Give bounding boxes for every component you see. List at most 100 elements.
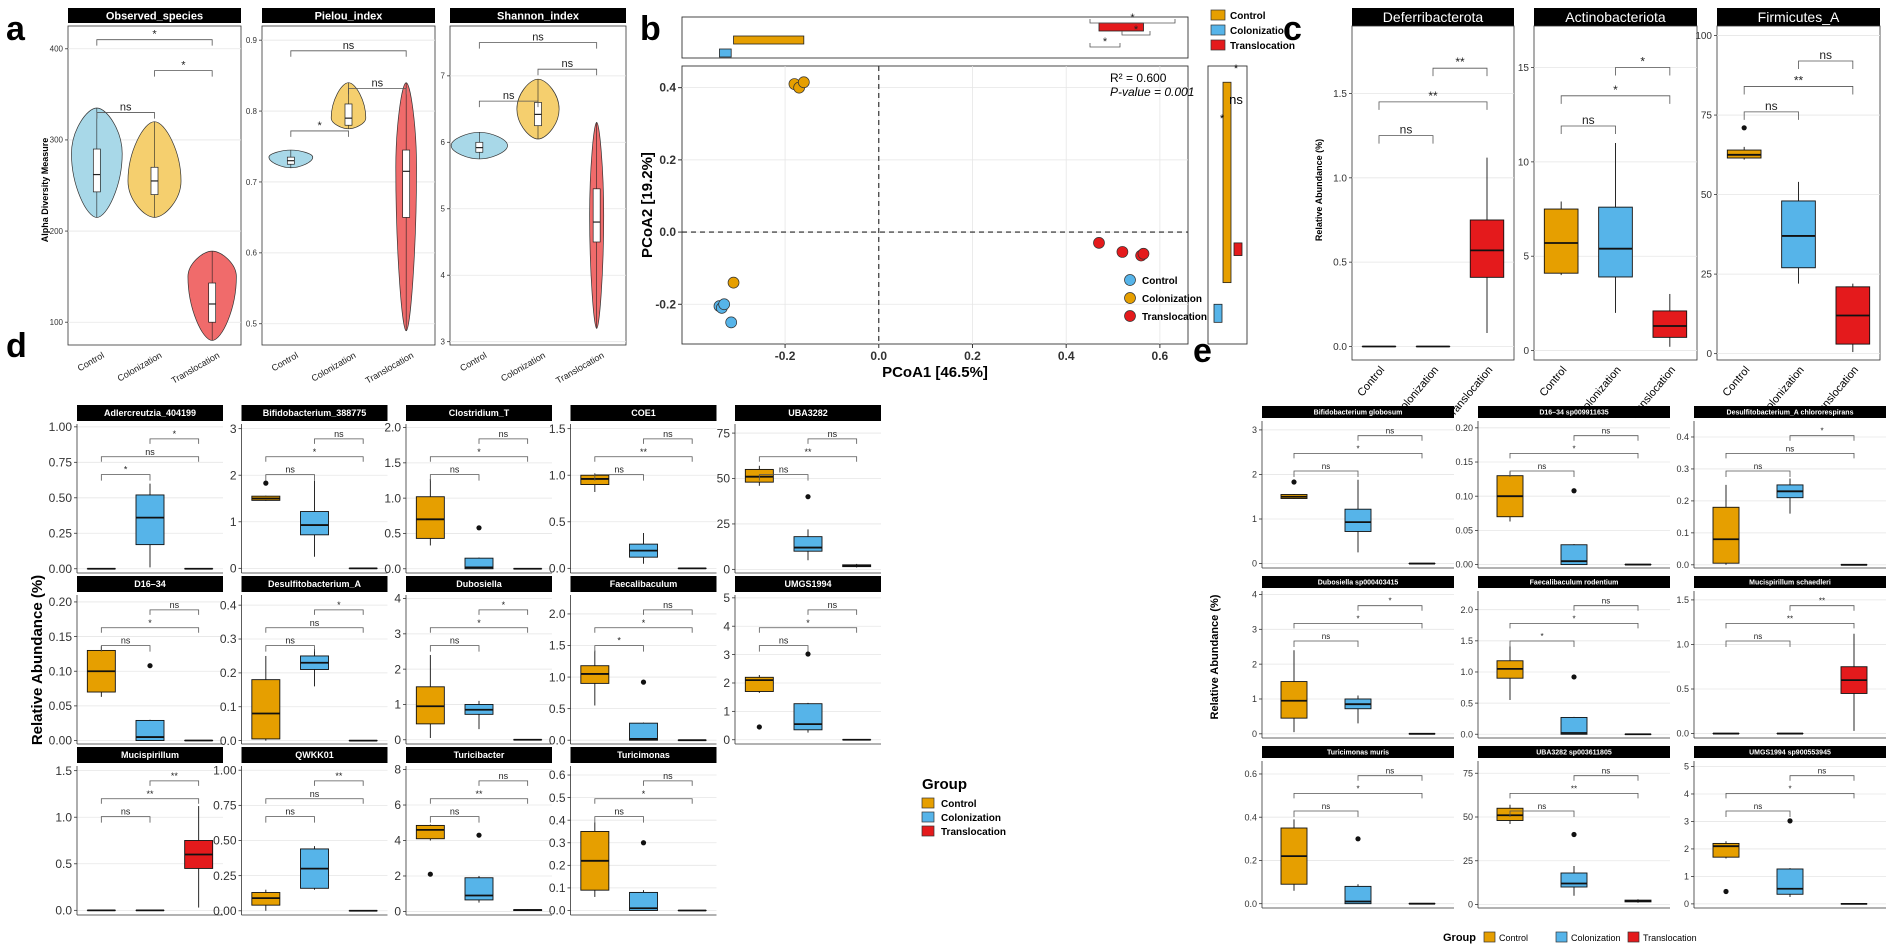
y-tick-label: 0.5 bbox=[384, 527, 401, 541]
y-tick-label: 1.00 bbox=[49, 420, 73, 434]
x-tick-label: 0.2 bbox=[964, 349, 981, 363]
facet-title: Adlercreutzia_404199 bbox=[104, 408, 196, 418]
y-tick-label: 10 bbox=[1518, 157, 1530, 168]
y-tick-label: 2 bbox=[394, 869, 401, 883]
facet-11: QWKK01 0.00 0.25 0.50 0.75 1.00 ns ns ** bbox=[213, 747, 388, 918]
y-tick-label: 3 bbox=[394, 627, 401, 641]
sig-label: ** bbox=[804, 447, 812, 457]
sig-bracket bbox=[643, 609, 693, 615]
facet-title: Shannon_index bbox=[497, 10, 580, 22]
sig-label: ns bbox=[663, 600, 673, 610]
sig-bracket bbox=[1089, 19, 1176, 24]
legend-label: Colonization bbox=[1571, 933, 1621, 943]
sig-label: ns bbox=[1754, 462, 1762, 471]
y-tick-label: 8 bbox=[394, 763, 401, 777]
facet-10: Mucispirillum 0.0 0.5 1.0 1.5 ns ** ** bbox=[55, 747, 223, 918]
y-tick-label: 0.4 bbox=[549, 813, 566, 827]
sig-label: ns bbox=[1400, 123, 1413, 137]
y-tick-label: 4 bbox=[1252, 590, 1257, 600]
outlier-point bbox=[476, 832, 482, 838]
sig-bracket bbox=[100, 474, 151, 481]
panel-b: -0.2 0.0 0.2 0.4 0.6 -0.2 0.0 0.2 0.4 Control Colo… bbox=[639, 9, 1295, 381]
box bbox=[629, 722, 658, 741]
facet-0: Bifidobacterium globosum 0 1 2 3 ns * ns bbox=[1252, 406, 1454, 569]
y-tick-label: 0.2 bbox=[1676, 496, 1689, 506]
sig-bracket bbox=[314, 609, 364, 615]
y-tick-label: 1 bbox=[230, 515, 237, 529]
sig-bracket bbox=[1725, 452, 1855, 459]
facet-strip bbox=[1694, 576, 1886, 588]
sig-bracket bbox=[1509, 792, 1639, 799]
box bbox=[793, 536, 823, 552]
sig-label: * bbox=[1103, 36, 1108, 48]
y-tick-label: 15 bbox=[1518, 63, 1530, 74]
panel-label-a: a bbox=[6, 10, 26, 48]
facet-0: Adlercreutzia_404199 0.00 0.25 0.50 0.75 1.00… bbox=[49, 405, 223, 576]
box bbox=[464, 877, 494, 901]
box bbox=[1712, 506, 1740, 564]
sig-label: ns bbox=[120, 102, 132, 114]
sig-bracket bbox=[1378, 135, 1434, 144]
sig-bracket bbox=[1725, 470, 1791, 477]
box bbox=[1560, 716, 1588, 735]
sig-label: ns bbox=[1386, 767, 1394, 776]
y-tick-label: 0.9 bbox=[246, 36, 258, 45]
y-tick-label: 300 bbox=[50, 136, 64, 145]
sig-label: ** bbox=[475, 789, 483, 799]
box bbox=[135, 494, 165, 546]
sig-bracket bbox=[1743, 111, 1799, 120]
y-tick-label: 0.2 bbox=[659, 153, 676, 167]
box bbox=[1776, 868, 1804, 895]
y-tick-label: 1 bbox=[1252, 694, 1257, 704]
y-tick-label: 75 bbox=[1701, 111, 1713, 122]
sig-bracket bbox=[1357, 435, 1423, 441]
facet-title: Turicimonas bbox=[617, 750, 670, 760]
y-tick-label: 4 bbox=[723, 619, 730, 633]
legend-key bbox=[921, 825, 935, 837]
sig-label: ns bbox=[1602, 427, 1610, 436]
sig-bracket bbox=[1509, 810, 1575, 817]
facet-title: Mucispirillum schaedleri bbox=[1749, 580, 1831, 587]
panel-c: Relative Abundance (%) Deferribacterota 0.… bbox=[1314, 8, 1881, 422]
sig-bracket bbox=[1509, 622, 1639, 629]
sig-label: ns bbox=[1322, 462, 1330, 471]
sig-bracket bbox=[594, 456, 693, 462]
y-tick-label: 2.0 bbox=[384, 421, 401, 435]
box bbox=[1560, 872, 1588, 888]
facet-title: Actinobacteriota bbox=[1565, 9, 1666, 25]
sig-bracket bbox=[314, 780, 364, 786]
sig-label: ns bbox=[1786, 444, 1794, 453]
sig-bracket bbox=[265, 816, 315, 823]
sig-bracket bbox=[594, 816, 644, 823]
y-tick-label: 0.5 bbox=[1460, 698, 1473, 708]
sig-bracket bbox=[1573, 605, 1639, 611]
x-tick-label: 0.0 bbox=[870, 349, 887, 363]
x-tick-label: Translocation bbox=[554, 350, 606, 386]
sig-bracket bbox=[1725, 792, 1855, 799]
legend-label: Colonization bbox=[941, 813, 1001, 824]
sig-bracket bbox=[478, 438, 529, 444]
y-tick-label: 0.5 bbox=[1333, 258, 1347, 269]
facet-strip bbox=[1478, 406, 1670, 418]
sig-bracket bbox=[1121, 31, 1151, 36]
facet-2: Shannon_index 3 4 5 6 7 Control Colonization Tra… bbox=[441, 8, 627, 386]
outlier-point bbox=[640, 679, 647, 685]
sig-bracket bbox=[1725, 640, 1791, 647]
y-tick-label: 25 bbox=[1701, 270, 1713, 281]
y-tick-label: 4 bbox=[394, 834, 401, 848]
sig-label: ** bbox=[146, 789, 154, 799]
facet-6: Turicimonas muris 0.0 0.2 0.4 0.6 ns * ns bbox=[1244, 746, 1454, 909]
sig-bracket bbox=[429, 456, 529, 462]
y-tick-label: 2 bbox=[1252, 659, 1257, 669]
sig-bracket bbox=[594, 474, 644, 481]
y-tick-label: 1.0 bbox=[1460, 667, 1473, 677]
sig-label: * bbox=[1134, 24, 1139, 36]
sig-bracket bbox=[100, 645, 151, 652]
y-tick-label: 400 bbox=[50, 45, 64, 54]
sig-label: ns bbox=[450, 636, 460, 646]
sig-bracket bbox=[1293, 622, 1423, 629]
sig-bracket bbox=[1573, 775, 1639, 781]
y-axis-label: Relative Abundance (%) bbox=[1209, 594, 1221, 719]
legend-label: Colonization bbox=[1142, 294, 1202, 305]
y-tick-label: 0.10 bbox=[1455, 491, 1473, 501]
